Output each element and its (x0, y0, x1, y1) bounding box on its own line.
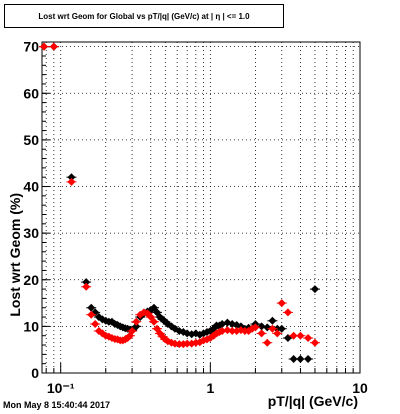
data-point (310, 338, 319, 347)
data-point (149, 317, 158, 326)
data-point (304, 355, 313, 364)
data-point (289, 331, 298, 340)
data-point (289, 355, 298, 364)
data-point (82, 282, 91, 291)
data-point (132, 317, 141, 326)
x-tick-label: 1 (206, 380, 214, 396)
data-point (91, 320, 100, 329)
data-point (277, 299, 286, 308)
data-point (218, 327, 227, 336)
data-point (277, 324, 286, 333)
y-tick-label: 30 (23, 225, 39, 241)
data-point (49, 42, 58, 51)
data-points (39, 42, 320, 364)
y-tick-label: 60 (23, 85, 39, 101)
data-point (310, 285, 319, 294)
data-point (67, 173, 76, 182)
x-axis-label: pT/|q| (GeV/c) (268, 393, 358, 409)
data-point (67, 177, 76, 186)
x-tick-label: 10⁻¹ (47, 380, 75, 396)
data-point (128, 327, 137, 336)
data-point (296, 331, 305, 340)
grid-lines (42, 42, 361, 374)
data-point (87, 310, 96, 319)
y-tick-label: 10 (23, 318, 39, 334)
data-point (82, 278, 91, 287)
data-point (257, 329, 266, 338)
y-tick-label: 50 (23, 132, 39, 148)
data-point (296, 355, 305, 364)
data-point (40, 42, 48, 51)
y-tick-label: 0 (31, 365, 39, 381)
data-point (132, 322, 141, 331)
data-point (251, 323, 260, 332)
x-tick-label: 10 (352, 380, 368, 396)
data-point (257, 322, 266, 331)
y-tick-label: 70 (23, 39, 39, 55)
y-tick-label: 40 (23, 179, 39, 195)
data-point (283, 308, 292, 317)
data-point (268, 316, 277, 325)
timestamp: Mon May 8 15:40:44 2017 (3, 400, 111, 410)
y-tick-label: 20 (23, 272, 39, 288)
data-point (87, 303, 96, 312)
axis-ticks (42, 46, 361, 374)
data-point (273, 329, 282, 338)
data-point (304, 334, 313, 343)
plot-frame (41, 41, 361, 374)
y-axis-label: Lost wrt Geom (%) (7, 193, 23, 317)
chart-title: Lost wrt Geom for Global vs pT/|q| (GeV/… (38, 11, 250, 21)
data-point (268, 324, 277, 333)
chart-title-box: Lost wrt Geom for Global vs pT/|q| (GeV/… (4, 4, 284, 28)
data-point (263, 338, 272, 347)
tick-labels: 0 10 20 30 40 50 60 70 10⁻¹ 1 10 (23, 39, 368, 396)
